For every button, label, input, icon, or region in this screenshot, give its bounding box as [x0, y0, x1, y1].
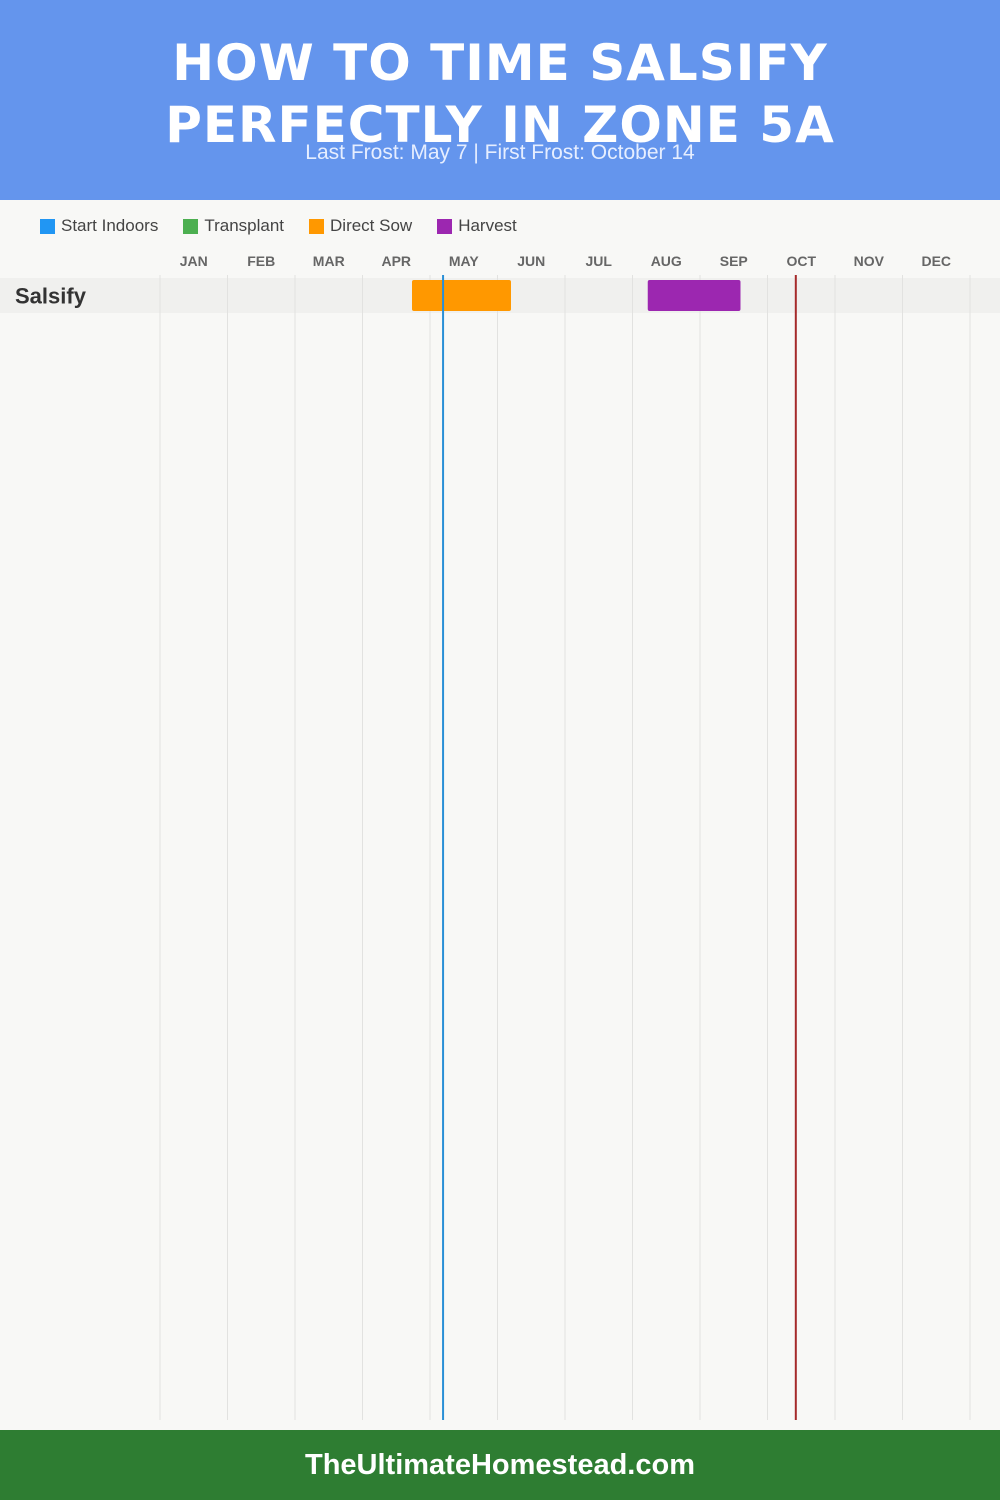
legend-swatch-transplant	[183, 218, 199, 234]
legend-item-harvest: Harvest	[437, 216, 517, 236]
month-label-may: MAY	[449, 253, 479, 269]
legend-swatch-start-indoors	[40, 218, 55, 234]
legend-label-transplant: Transplant	[204, 216, 285, 235]
month-label-nov: NOV	[854, 253, 885, 269]
frost-dates-subtitle: Last Frost: May 7 | First Frost: October…	[305, 141, 695, 164]
crop-label: Salsify	[15, 284, 87, 309]
planting-calendar-chart: JAN FEB MAR APR MAY JUN JUL AUG SEP OCT NOV DEC Sals…	[15, 253, 971, 1420]
month-label-jan: JAN	[180, 253, 208, 269]
legend-swatch-direct-sow	[309, 218, 325, 234]
footer-banner: TheUltimateHomestead.com	[0, 1430, 1000, 1500]
title-line-1: HOW TO TIME SALSIFY	[172, 34, 828, 92]
legend-item-start-indoors: Start Indoors	[40, 216, 158, 236]
month-label-jul: JUL	[586, 253, 613, 269]
month-label-jun: JUN	[517, 253, 545, 269]
header-banner: HOW TO TIME SALSIFY PERFECTLY IN ZONE 5A…	[0, 0, 1000, 200]
title-line-2: PERFECTLY IN ZONE 5A	[165, 96, 835, 154]
bar-harvest	[647, 280, 741, 311]
legend-swatch-harvest	[437, 218, 453, 234]
month-label-mar: MAR	[313, 253, 345, 269]
bar-direct-sow	[412, 280, 511, 311]
legend-item-direct-sow: Direct Sow	[309, 216, 412, 236]
month-label-dec: DEC	[921, 253, 951, 269]
page-title: HOW TO TIME SALSIFY PERFECTLY IN ZONE 5A	[0, 32, 1000, 156]
legend: Start Indoors Transplant Direct Sow Harv…	[40, 215, 542, 237]
month-label-apr: APR	[381, 253, 411, 269]
month-label-sep: SEP	[720, 253, 748, 269]
month-label-feb: FEB	[247, 253, 275, 269]
legend-label-direct-sow: Direct Sow	[330, 216, 413, 235]
legend-item-transplant: Transplant	[183, 216, 284, 236]
month-label-oct: OCT	[786, 253, 816, 269]
legend-label-harvest: Harvest	[458, 216, 517, 235]
footer-site-link[interactable]: TheUltimateHomestead.com	[305, 1449, 695, 1481]
legend-label-start-indoors: Start Indoors	[61, 216, 159, 235]
month-label-aug: AUG	[651, 253, 682, 269]
